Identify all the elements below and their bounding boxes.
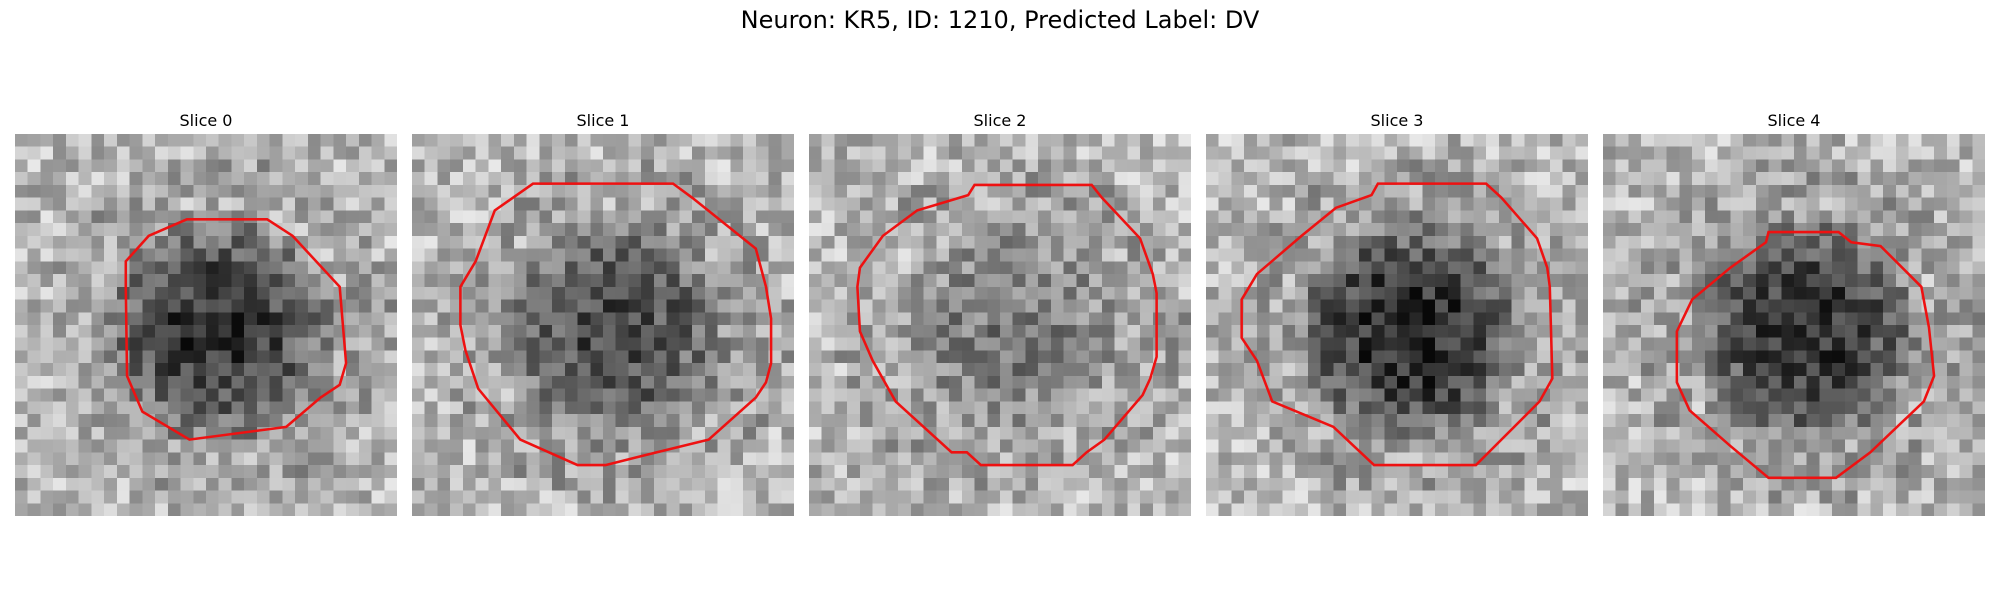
slice-image-3 [1206,134,1588,516]
slice-title-0: Slice 0 [179,111,233,130]
slice-pixels-4 [1603,134,1985,516]
slice-image-0 [15,134,397,516]
slice-title-2: Slice 2 [973,111,1027,130]
slice-panel-1: Slice 1 [412,110,794,516]
slice-panel-4: Slice 4 [1603,110,1985,516]
slice-image-4 [1603,134,1985,516]
cell-contour-4 [1675,230,1936,480]
slice-pixels-0 [15,134,397,516]
cell-contour-3 [1240,182,1554,467]
cell-contour-0 [124,218,348,441]
slice-title-4: Slice 4 [1767,111,1821,130]
slice-pixels-1 [412,134,794,516]
cell-contour-1 [459,182,773,467]
slice-title-1: Slice 1 [576,111,630,130]
slice-image-1 [412,134,794,516]
figure-title: Neuron: KR5, ID: 1210, Predicted Label: … [740,6,1260,34]
slice-panel-2: Slice 2 [809,110,1191,516]
slice-panel-3: Slice 3 [1206,110,1588,516]
slice-title-3: Slice 3 [1370,111,1424,130]
slice-pixels-2 [809,134,1191,516]
slice-panel-0: Slice 0 [15,110,397,516]
slice-image-2 [809,134,1191,516]
cell-contour-2 [856,183,1158,467]
slice-pixels-3 [1206,134,1588,516]
